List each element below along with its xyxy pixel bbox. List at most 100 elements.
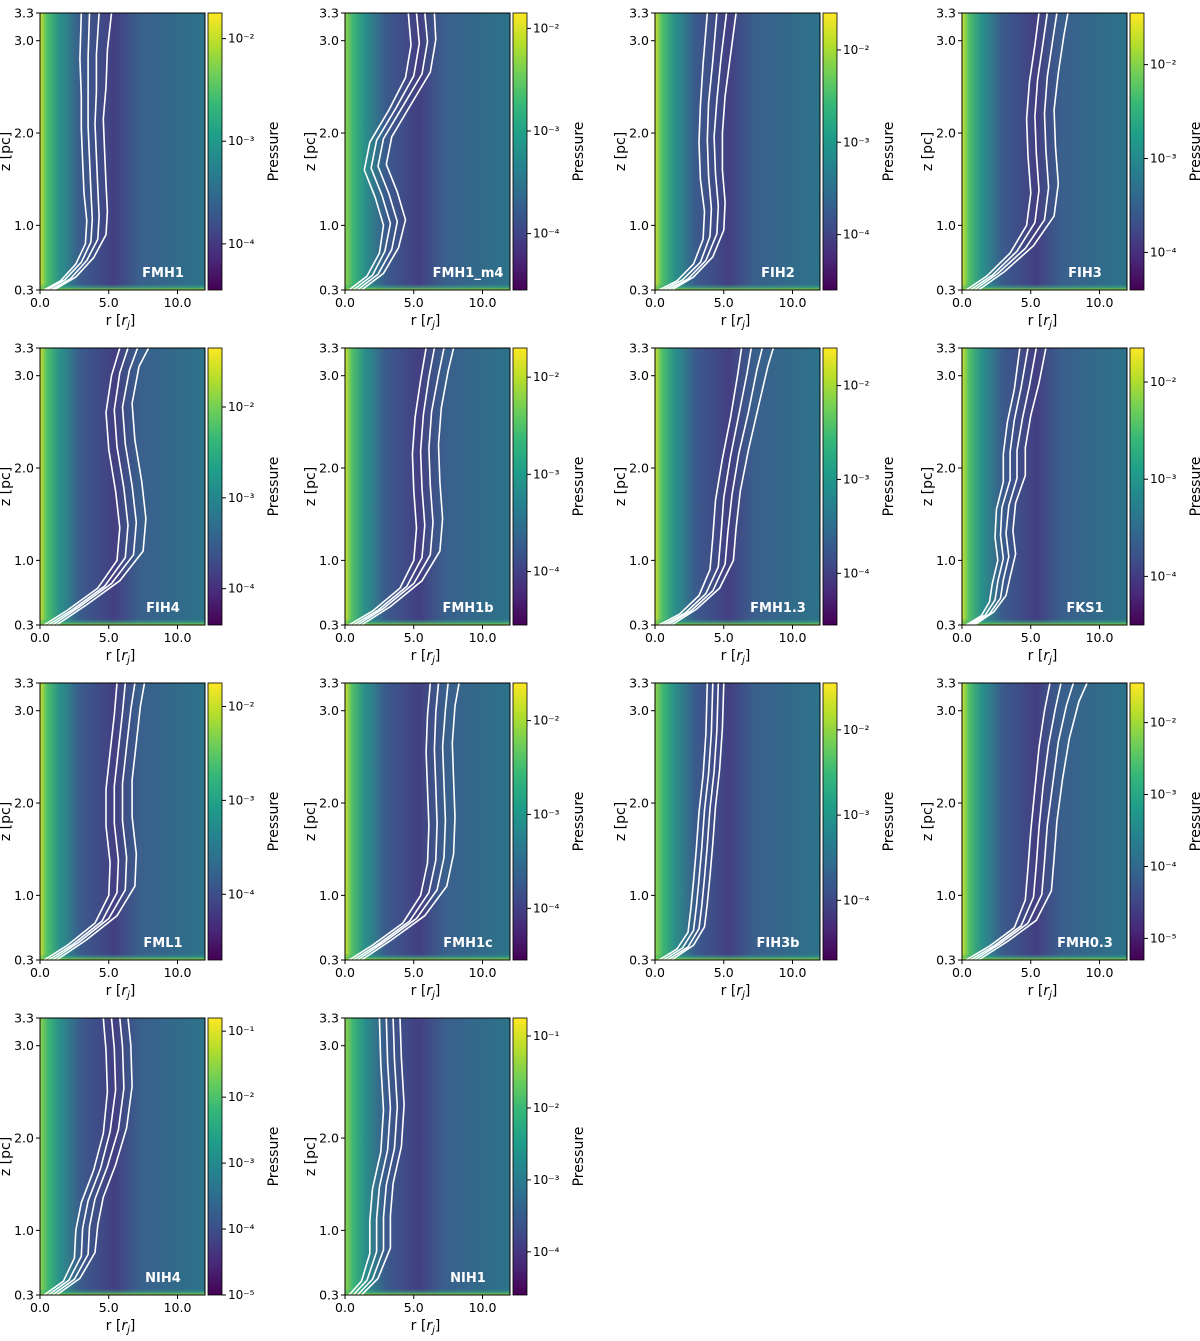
x-tick-label: 5.0 — [714, 965, 734, 980]
contour-line — [50, 13, 100, 290]
colorbar-label: Pressure — [881, 792, 897, 852]
colorbar-tick-label: 10⁻² — [533, 21, 560, 35]
x-tick-label: 0.0 — [335, 295, 355, 310]
x-axis-label-part: r [ — [1028, 313, 1044, 329]
x-axis-label-part: r [ — [721, 983, 737, 999]
heatmap-field — [345, 13, 510, 290]
y-tick-label: 3.0 — [629, 33, 649, 48]
colorbar — [512, 347, 528, 626]
x-tick-label: 0.0 — [335, 965, 355, 980]
contour-line — [667, 13, 728, 290]
contour-line — [51, 1018, 125, 1295]
contour-line — [352, 13, 421, 290]
x-axis-label: r [rj] — [106, 648, 136, 666]
colorbar-tick-label: 10⁻⁴ — [228, 582, 255, 596]
x-axis-label-part: r [ — [106, 1318, 122, 1334]
colorbar-tick-label: 10⁻² — [533, 714, 560, 728]
contour-line — [971, 348, 1038, 625]
y-tick-label: 1.0 — [936, 888, 956, 903]
x-tick-label: 0.0 — [30, 1300, 50, 1315]
x-tick-label: 5.0 — [1021, 295, 1041, 310]
heatmap-base — [345, 248, 510, 290]
y-tick-label: 3.3 — [14, 341, 34, 356]
colorbar-tick-label: 10⁻³ — [228, 793, 255, 807]
y-tick-label: 2.0 — [14, 1131, 34, 1146]
contour-line — [965, 683, 1051, 960]
colorbar-tick-label: 10⁻² — [228, 400, 255, 414]
colorbar — [207, 682, 223, 961]
contour-line — [671, 13, 737, 290]
y-tick-label: 3.0 — [936, 703, 956, 718]
panel: 0.3 1.0 2.0 3.0 3.3 z [pc] 0.0 5.0 10.0 r [rj] FKS… — [920, 341, 1200, 667]
x-axis-label-part: j — [125, 655, 130, 666]
x-tick-label: 0.0 — [30, 295, 50, 310]
y-axis-label: z [pc] — [0, 467, 14, 506]
x-tick-label: 5.0 — [714, 295, 734, 310]
plot-frame — [344, 682, 511, 961]
colorbar-label: Pressure — [266, 792, 282, 852]
y-tick-label: 0.3 — [319, 1288, 339, 1303]
plot-frame — [344, 1017, 511, 1296]
x-tick-label: 10.0 — [779, 295, 807, 310]
contour-line — [53, 13, 113, 290]
contour-line — [360, 1018, 405, 1295]
y-tick-label: 3.0 — [936, 368, 956, 383]
colorbar-label: Pressure — [266, 457, 282, 517]
y-tick-label: 1.0 — [629, 888, 649, 903]
contour-line — [973, 683, 1075, 960]
x-axis-label-part: r [ — [106, 313, 122, 329]
x-axis-label-part: r [ — [721, 313, 737, 329]
x-tick-label: 5.0 — [99, 1300, 119, 1315]
x-axis-label-part: j — [430, 990, 435, 1001]
y-tick-label: 2.0 — [936, 126, 956, 141]
heatmap-jet-band — [40, 348, 205, 625]
x-tick-label: 0.0 — [335, 1300, 355, 1315]
x-axis-label-part: r — [121, 983, 128, 999]
y-axis-label: z [pc] — [0, 132, 14, 171]
y-tick-label: 3.3 — [319, 6, 339, 21]
heatmap-jet-band — [962, 13, 1127, 290]
x-axis-label-part: r [ — [1028, 983, 1044, 999]
contour-line — [662, 13, 718, 290]
contour-line — [973, 13, 1058, 290]
colorbar-tick-label: 10⁻³ — [533, 467, 560, 481]
x-tick-label: 0.0 — [952, 630, 972, 645]
contour-line — [658, 683, 709, 960]
contour-line — [51, 683, 136, 960]
x-axis-label-part: r [ — [411, 648, 427, 664]
x-axis-label-part: r — [1043, 983, 1050, 999]
contour-line — [965, 13, 1040, 290]
x-axis-label: r [rj] — [411, 648, 441, 666]
y-tick-label: 1.0 — [14, 218, 34, 233]
colorbar-tick-label: 10⁻⁴ — [1150, 859, 1177, 873]
y-tick-label: 3.3 — [14, 1011, 34, 1026]
plot-frame — [654, 12, 821, 291]
colorbar-label: Pressure — [881, 122, 897, 182]
colorbar — [1129, 347, 1145, 626]
x-axis-label-part: ] — [745, 648, 750, 664]
contour-line — [47, 683, 127, 960]
y-axis-label: z [pc] — [0, 1137, 14, 1176]
y-tick-label: 0.3 — [14, 953, 34, 968]
x-tick-label: 5.0 — [404, 630, 424, 645]
x-tick-label: 10.0 — [1086, 630, 1114, 645]
x-axis-label: r [rj] — [1028, 648, 1058, 666]
x-tick-label: 5.0 — [404, 295, 424, 310]
x-axis-label-part: r — [736, 313, 743, 329]
x-axis-label-part: ] — [130, 313, 135, 329]
y-tick-label: 3.3 — [629, 676, 649, 691]
contour-line — [361, 13, 437, 290]
y-tick-label: 0.3 — [14, 1288, 34, 1303]
contour-line — [658, 13, 709, 290]
x-axis-label-part: r — [121, 313, 128, 329]
contour-line — [348, 348, 427, 625]
x-axis-label-part: r — [426, 983, 433, 999]
y-tick-label: 3.0 — [936, 33, 956, 48]
x-axis-label-part: j — [1047, 655, 1052, 666]
y-tick-label: 0.3 — [936, 618, 956, 633]
y-axis-label: z [pc] — [303, 132, 319, 171]
y-tick-label: 1.0 — [14, 1223, 34, 1238]
panel-label: NIH1 — [450, 1271, 486, 1286]
colorbar-tick-label: 10⁻³ — [533, 1173, 560, 1187]
colorbar-label: Pressure — [571, 122, 587, 182]
